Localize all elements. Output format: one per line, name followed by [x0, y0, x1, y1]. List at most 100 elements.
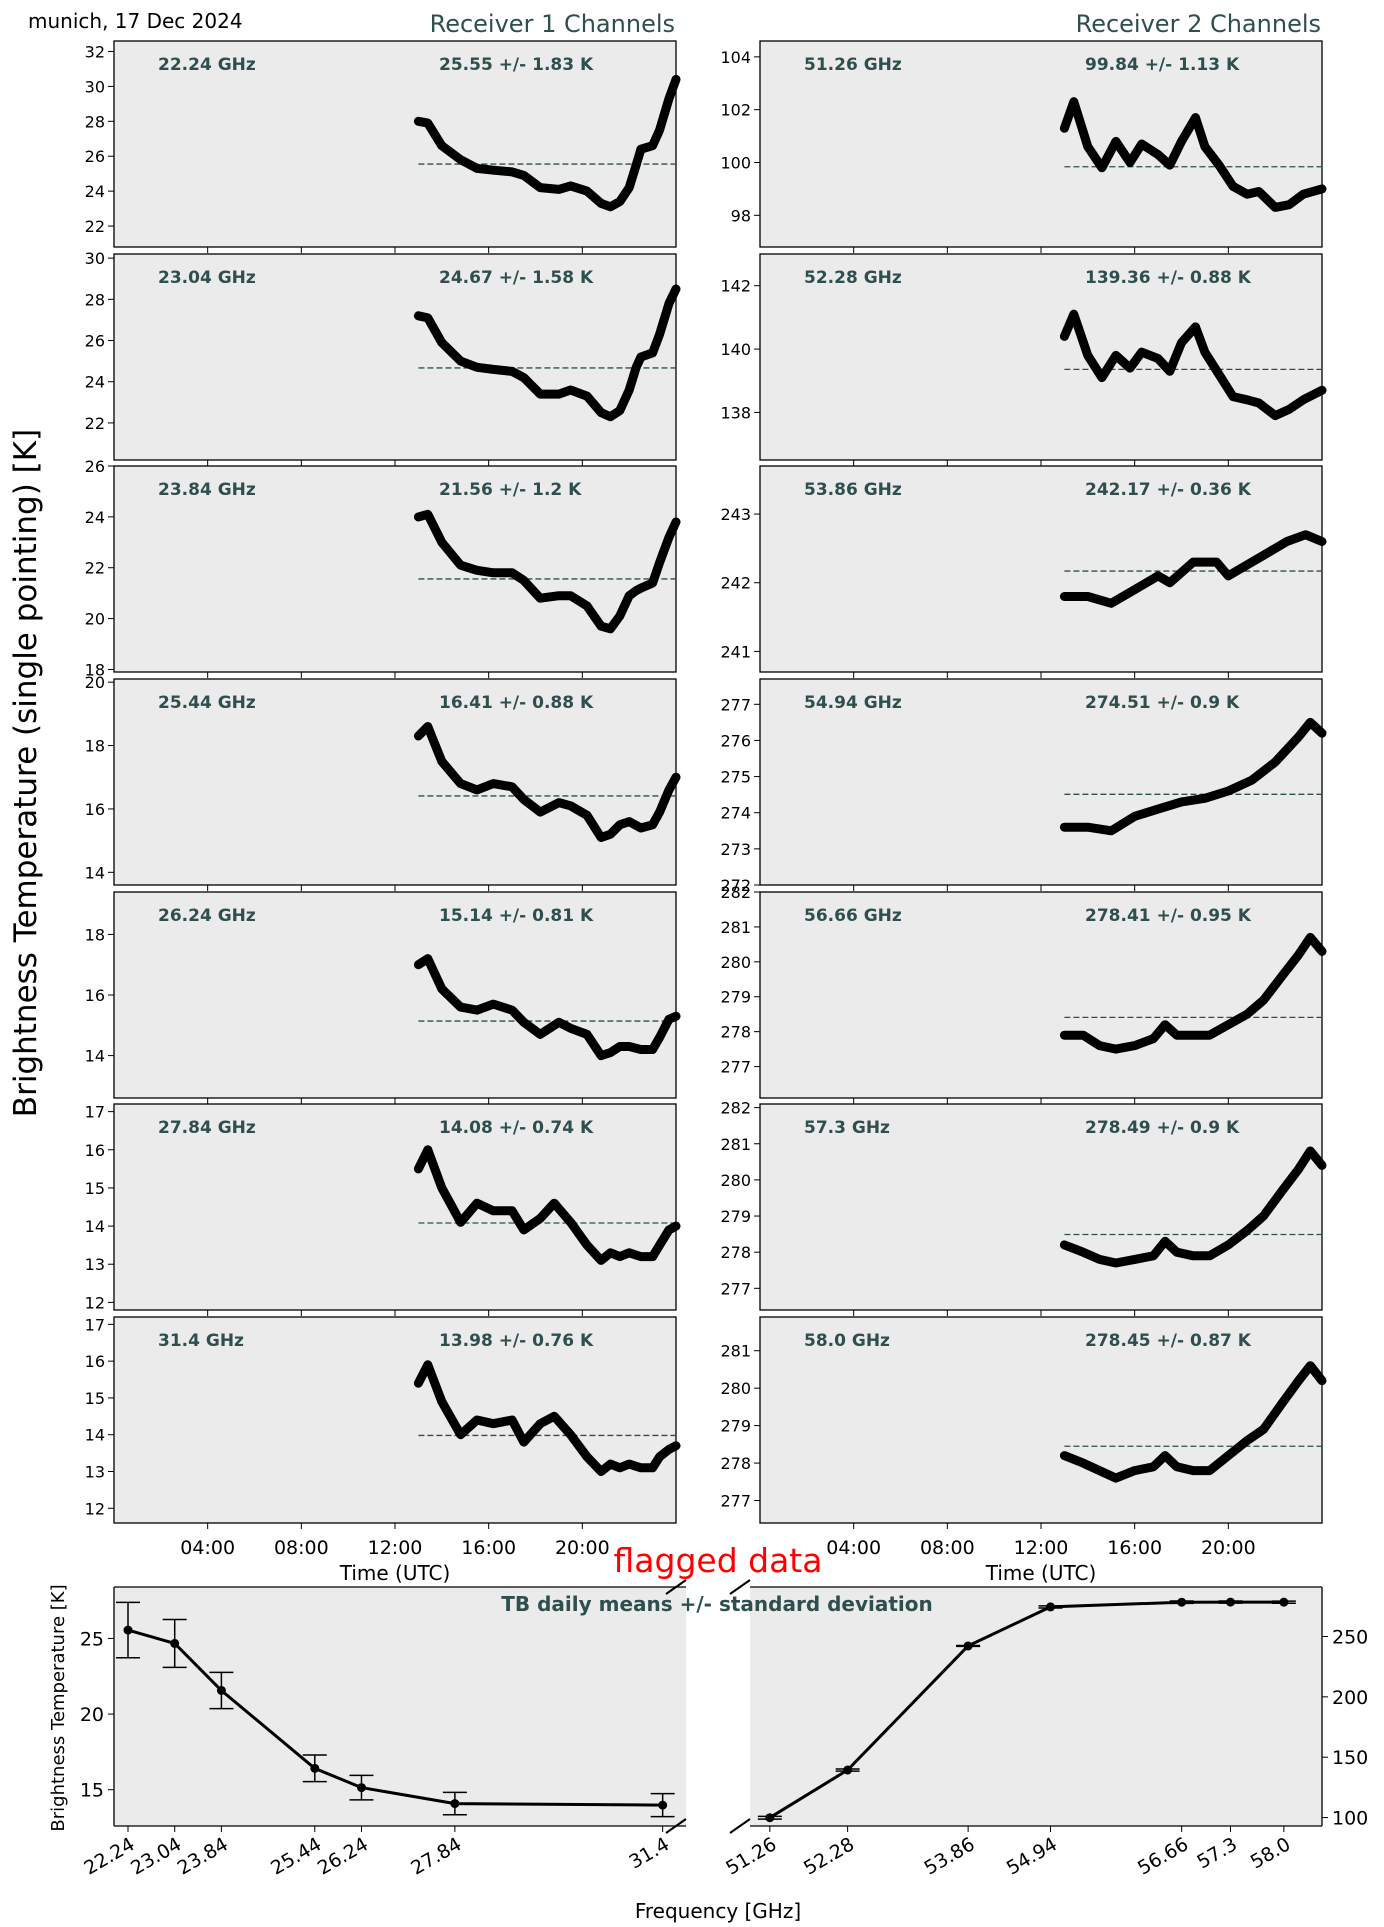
y-tick-label: 100 — [1332, 1808, 1368, 1830]
mean-point — [1045, 1602, 1055, 1612]
y-tick-label: 22 — [85, 414, 105, 433]
y-tick-label: 243 — [720, 505, 751, 524]
panel-frame — [759, 1103, 1323, 1311]
y-tick-label: 102 — [720, 101, 751, 120]
y-tick-label: 98 — [731, 206, 751, 225]
x-tick-label: 51.26 — [722, 1833, 780, 1879]
y-tick-label: 277 — [720, 1058, 751, 1077]
channel-stats-label: 15.14 +/- 0.81 K — [439, 906, 594, 926]
x-tick-label: 31.4 — [626, 1833, 674, 1873]
y-tick-label: 140 — [720, 340, 751, 359]
channel-frequency-label: 26.24 GHz — [158, 906, 256, 926]
y-tick-label: 280 — [720, 1379, 751, 1398]
y-tick-label: 279 — [720, 1417, 751, 1436]
y-tick-label: 104 — [720, 48, 751, 67]
x-tick-label: 26.24 — [314, 1833, 372, 1879]
x-tick-label: 23.84 — [174, 1833, 232, 1879]
channel-frequency-label: 56.66 GHz — [804, 906, 902, 926]
mean-point — [450, 1799, 460, 1809]
y-tick-label: 150 — [1332, 1747, 1368, 1769]
y-tick-label: 14 — [85, 1217, 105, 1236]
x-tick-label: 23.04 — [127, 1833, 185, 1879]
y-tick-label: 16 — [85, 986, 105, 1005]
channel-stats-label: 274.51 +/- 0.9 K — [1085, 693, 1240, 713]
y-tick-label: 250 — [1332, 1626, 1368, 1648]
x-tick-label: 20:00 — [555, 1537, 610, 1559]
receiver1-title: Receiver 1 Channels — [430, 10, 675, 38]
y-tick-label: 14 — [85, 1047, 105, 1066]
break-mark — [665, 1579, 687, 1595]
channel-stats-label: 139.36 +/- 0.88 K — [1085, 268, 1252, 288]
x-tick-label: 16:00 — [1107, 1537, 1162, 1559]
global-ylabel: Brightness Temperature (single pointing)… — [8, 429, 44, 1117]
y-tick-label: 14 — [85, 863, 105, 882]
tb-trace — [1059, 932, 1327, 1054]
mean-point — [1225, 1597, 1235, 1607]
means-panel-title: TB daily means +/- standard deviation — [501, 1592, 933, 1616]
y-tick-label: 282 — [720, 883, 751, 902]
x-tick-label: 12:00 — [1014, 1537, 1069, 1559]
mean-point — [963, 1641, 973, 1651]
y-tick-label: 272 — [720, 876, 751, 895]
mean-point — [658, 1800, 668, 1810]
receiver2-title: Receiver 2 Channels — [1076, 10, 1321, 38]
channel-panel: 18 20 22 24 26 23.84 GHz 21.56 +/- 1.2 K — [85, 457, 681, 679]
y-tick-label: 22 — [85, 559, 105, 578]
y-tick-label: 22 — [85, 217, 105, 236]
y-tick-label: 15 — [85, 1389, 105, 1408]
channel-frequency-label: 31.4 GHz — [158, 1331, 244, 1351]
mean-point — [170, 1638, 180, 1648]
y-tick-label: 278 — [720, 1023, 751, 1042]
channel-panel: 14 16 18 26.24 GHz 15.14 +/- 0.81 K — [85, 891, 681, 1104]
channel-stats-label: 24.67 +/- 1.58 K — [439, 268, 594, 288]
channel-stats-label: 14.08 +/- 0.74 K — [439, 1118, 594, 1138]
y-tick-label: 24 — [85, 373, 105, 392]
y-tick-label: 100 — [720, 153, 751, 172]
tb-trace — [413, 954, 681, 1061]
channel-panel: 138 140 142 52.28 GHz 139.36 +/- 0.88 K — [720, 253, 1327, 466]
channel-frequency-label: 54.94 GHz — [804, 693, 902, 713]
y-tick-label: 279 — [720, 988, 751, 1007]
y-tick-label: 30 — [85, 77, 105, 96]
mean-point — [843, 1765, 853, 1775]
y-tick-label: 280 — [720, 1171, 751, 1190]
tb-trace — [413, 1145, 681, 1265]
channel-frequency-label: 25.44 GHz — [158, 693, 256, 713]
y-tick-label: 28 — [85, 112, 105, 131]
mean-point — [765, 1813, 775, 1823]
panel-frame — [113, 465, 677, 673]
y-tick-label: 26 — [85, 457, 105, 476]
x-tick-label: 08:00 — [920, 1537, 975, 1559]
y-tick-label: 28 — [85, 290, 105, 309]
x-tick-label: 52.28 — [800, 1833, 858, 1879]
channel-panel: 277 278 279 280 281 282 57.3 GHz 278.49 +/- 0.9… — [720, 1099, 1327, 1316]
mean-point — [356, 1783, 366, 1793]
x-tick-label: 20:00 — [1201, 1537, 1256, 1559]
channel-frequency-label: 23.04 GHz — [158, 268, 256, 288]
y-tick-label: 242 — [720, 574, 751, 593]
x-axis-label: Time (UTC) — [985, 1561, 1097, 1585]
y-tick-label: 12 — [85, 1499, 105, 1518]
y-tick-label: 277 — [720, 695, 751, 714]
y-tick-label: 13 — [85, 1463, 105, 1482]
y-tick-label: 281 — [720, 1342, 751, 1361]
axis-break-gap — [686, 1585, 750, 1828]
tb-trace — [1059, 309, 1327, 421]
y-tick-label: 32 — [85, 42, 105, 61]
y-tick-label: 16 — [85, 800, 105, 819]
y-tick-label: 281 — [720, 1135, 751, 1154]
channel-stats-label: 242.17 +/- 0.36 K — [1085, 480, 1252, 500]
figure-title: munich, 17 Dec 2024 — [28, 9, 243, 33]
y-tick-label: 277 — [720, 1279, 751, 1298]
panel-frame — [113, 678, 677, 886]
y-tick-label: 18 — [85, 737, 105, 756]
channel-panel: 277 278 279 280 281 282 56.66 GHz 278.41 +/- 0.… — [720, 883, 1327, 1104]
channel-stats-label: 13.98 +/- 0.76 K — [439, 1331, 594, 1351]
tb-trace — [1059, 530, 1327, 608]
x-tick-label: 08:00 — [274, 1537, 329, 1559]
y-tick-label: 142 — [720, 277, 751, 296]
panel-frame — [113, 40, 677, 248]
x-tick-label: 53.86 — [921, 1833, 979, 1879]
